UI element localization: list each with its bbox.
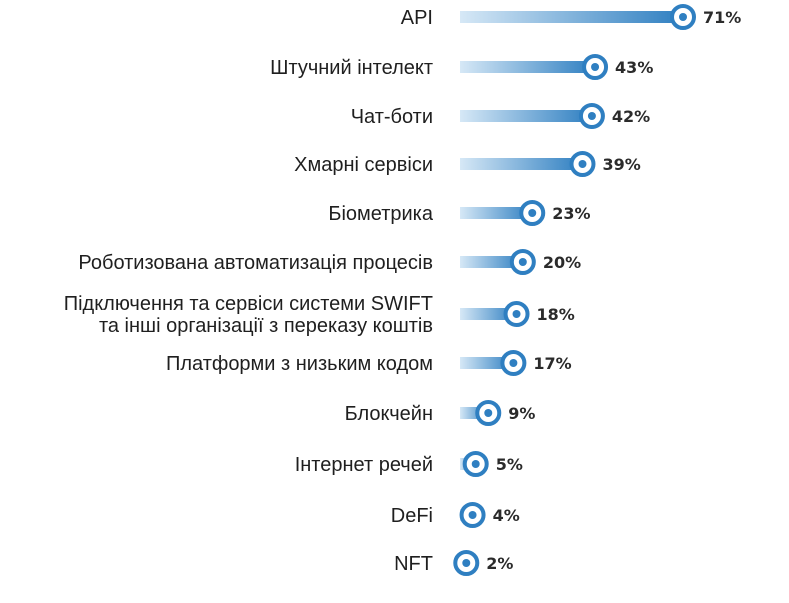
bar (460, 256, 523, 268)
bar-end-marker-dot (528, 209, 537, 217)
value-label: 43% (615, 58, 653, 77)
category-label: Чат-боти (351, 106, 433, 128)
value-label: 4% (493, 506, 520, 525)
plot-area: 71% API 43% Штучний інтелект 42% Чат-боти 39% Х… (64, 4, 741, 576)
bar-end-marker-dot (468, 511, 477, 519)
bar (460, 110, 592, 122)
bar (460, 61, 596, 73)
category-label: API (401, 7, 433, 29)
category-label: DeFi (391, 505, 433, 527)
value-label: 9% (508, 404, 535, 423)
bar (460, 357, 514, 369)
category-label: Інтернет речей (295, 454, 433, 476)
category-label: Біометрика (328, 203, 434, 225)
category-label: Хмарні сервіси (294, 154, 433, 176)
category-label: та інші організації з переказу коштів (99, 315, 433, 337)
value-label: 42% (612, 107, 650, 126)
bar (460, 207, 533, 219)
value-label: 18% (537, 305, 575, 324)
category-label: Блокчейн (345, 403, 433, 425)
value-label: 39% (602, 155, 640, 174)
value-label: 2% (486, 554, 513, 573)
category-label: Роботизована автоматизація процесів (78, 252, 433, 274)
bar-end-marker-dot (471, 460, 480, 468)
bar (460, 158, 583, 170)
bar (460, 308, 517, 320)
value-label: 71% (703, 8, 741, 27)
bar-end-marker-dot (512, 310, 521, 318)
value-label: 20% (543, 253, 581, 272)
bar (460, 11, 683, 23)
category-label: NFT (394, 553, 433, 575)
value-label: 23% (552, 204, 590, 223)
bar-end-marker-dot (679, 13, 687, 21)
category-label: Штучний інтелект (270, 57, 433, 79)
value-label: 17% (533, 354, 571, 373)
bar-end-marker-dot (484, 409, 493, 417)
bar-end-marker-dot (587, 112, 596, 120)
value-label: 5% (496, 455, 523, 474)
bar-end-marker-dot (591, 63, 600, 71)
category-label: Підключення та сервіси системи SWIFT (64, 293, 433, 315)
bar-end-marker-dot (518, 258, 527, 266)
bar-end-marker-dot (509, 359, 518, 367)
category-label: Платформи з низьким кодом (166, 353, 433, 375)
bar-end-marker-dot (462, 559, 471, 567)
bar-end-marker-dot (578, 160, 587, 168)
